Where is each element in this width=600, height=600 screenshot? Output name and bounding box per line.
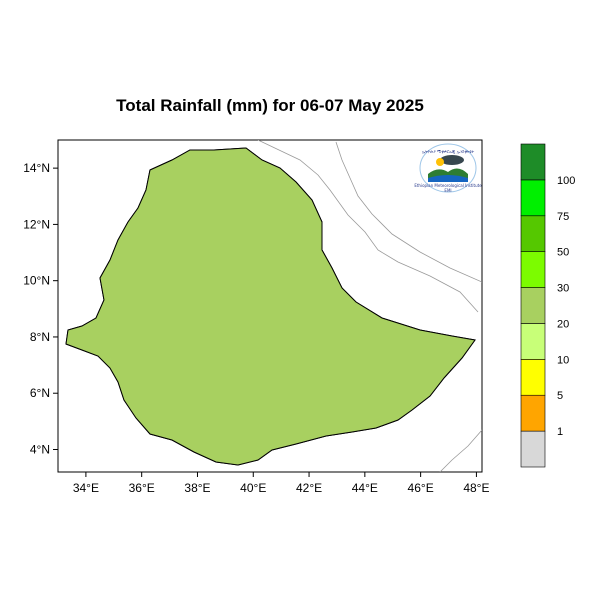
x-tick-label: 38°E [184,481,210,495]
y-tick-label: 8°N [30,330,50,344]
logo-text-amharic: ኢትዮጵያ ሚቲዎሮሎጂ ኢንስቲትዩት [422,149,475,154]
x-tick-label: 48°E [463,481,489,495]
legend-label: 10 [557,354,569,366]
somalia-coast-outline [439,429,482,472]
legend-label: 20 [557,318,569,330]
legend-swatch [520,394,546,432]
legend-swatch [520,430,546,468]
legend-label: 75 [557,211,569,223]
neighbor-outline [257,140,479,313]
legend-label: 1 [557,426,563,438]
legend-swatch [520,323,546,360]
legend-swatch [520,215,546,252]
rainfall-legend: 1 5 10 20 30 50 75 100 [520,143,575,468]
y-tick-label: 4°N [30,442,50,456]
x-tick-label: 44°E [352,481,378,495]
map-title: Total Rainfall (mm) for 06-07 May 2025 [116,96,424,115]
map-area [65,140,482,472]
logo-text-abbrev: EMI [444,188,451,193]
y-axis: 4°N 6°N 8°N 10°N 12°N 14°N [23,161,58,456]
legend-swatch [520,143,546,181]
x-tick-label: 40°E [240,481,266,495]
legend-swatch [520,359,546,396]
y-tick-label: 14°N [23,161,50,175]
legend-swatch [520,179,546,217]
y-tick-label: 6°N [30,386,50,400]
legend-label: 5 [557,390,563,402]
legend-swatch [520,287,546,324]
x-tick-label: 42°E [296,481,322,495]
x-tick-label: 36°E [129,481,155,495]
y-tick-label: 12°N [23,217,50,231]
institute-logo: ኢትዮጵያ ሚቲዎሮሎጂ ኢንስቲትዩት Ethiopian Meteorolo… [414,143,482,193]
x-axis: 34°E 36°E 38°E 40°E 42°E 44°E 46°E 48°E [73,472,489,495]
x-tick-label: 34°E [73,481,99,495]
legend-label: 30 [557,283,569,295]
legend-swatch [520,251,546,288]
y-tick-label: 10°N [23,274,50,288]
legend-label: 100 [557,175,575,187]
logo-text-english: Ethiopian Meteorological Institute [414,183,482,188]
coastline-outline [335,141,482,283]
x-tick-label: 46°E [408,481,434,495]
legend-label: 50 [557,247,569,259]
